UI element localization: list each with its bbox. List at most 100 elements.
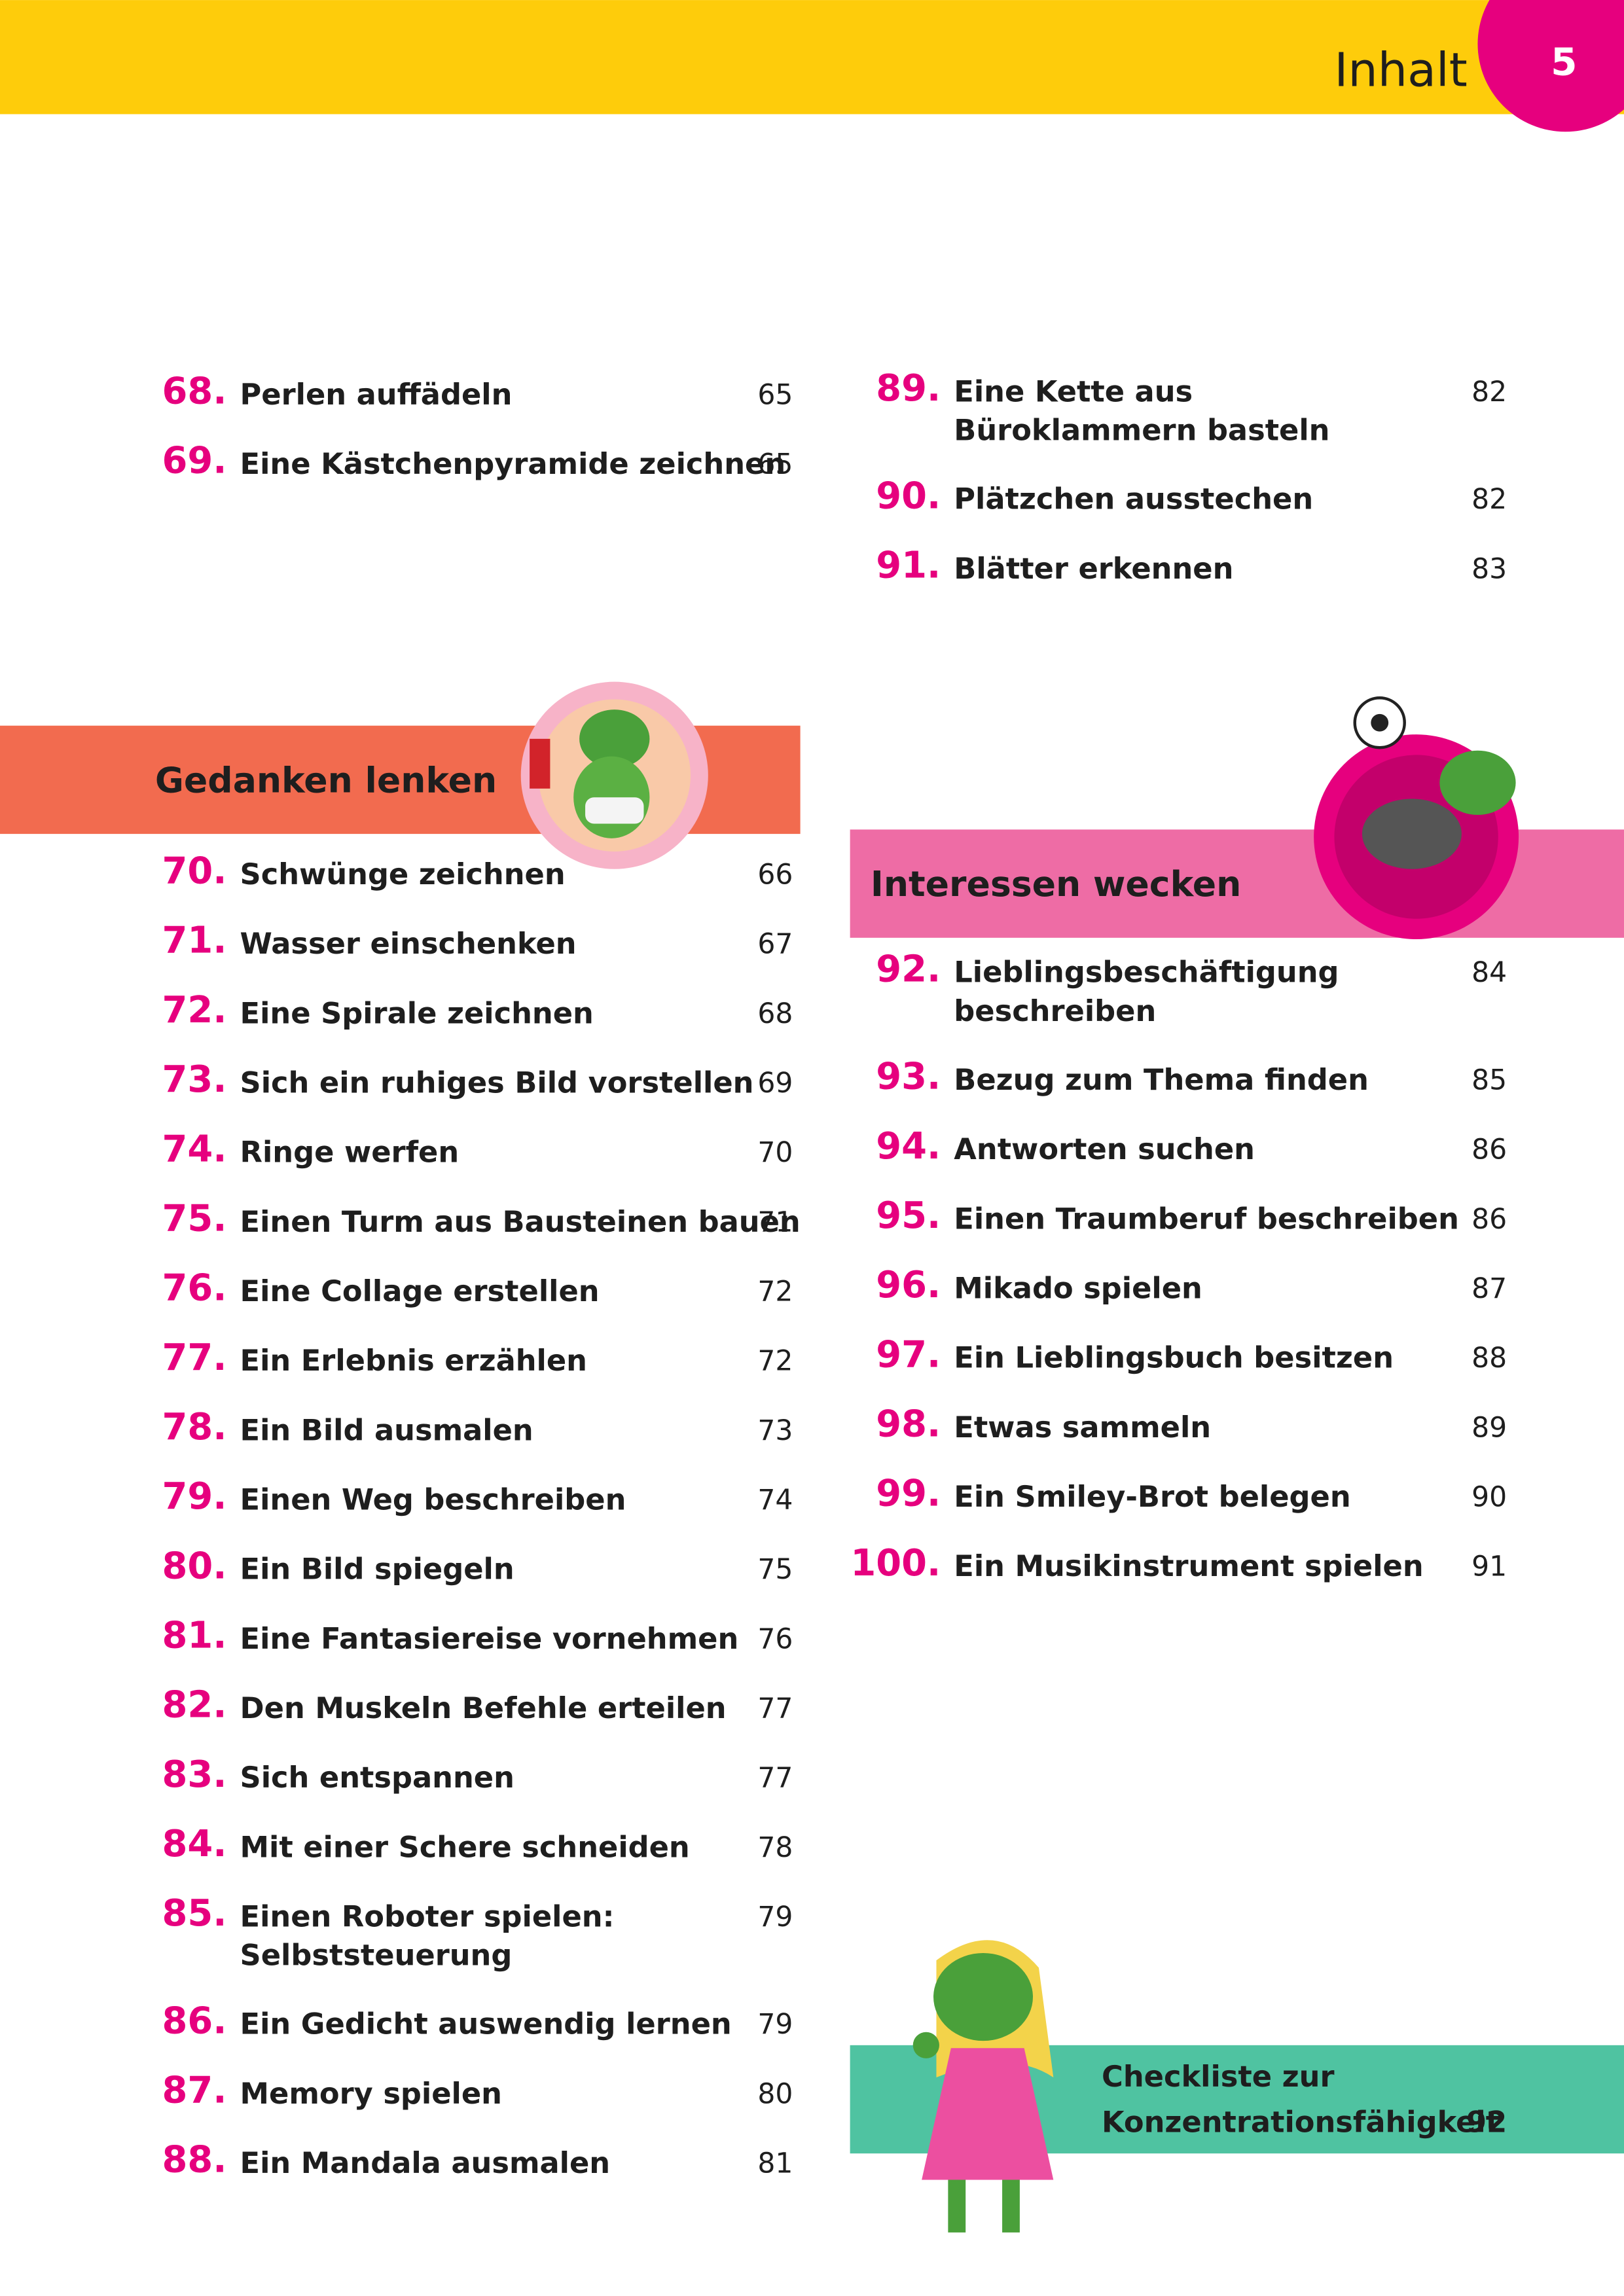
item-title: Mit einer Schere schneiden xyxy=(240,1830,690,1864)
item-title: Eine Collage erstellen xyxy=(240,1274,600,1308)
item-title: Etwas sammeln xyxy=(954,1410,1211,1444)
item-number: 78. xyxy=(162,1406,226,1448)
item-number: 76. xyxy=(162,1267,226,1310)
item-title: Wasser einschenken xyxy=(240,927,577,961)
item-title: Einen Roboter spielen: xyxy=(240,1899,615,1933)
item-page: 75 xyxy=(757,1554,793,1586)
item-page: 72 xyxy=(757,1276,793,1308)
item-number: 74. xyxy=(162,1128,226,1170)
header-bar xyxy=(0,0,1624,115)
item-title: Ein Smiley-Brot belegen xyxy=(954,1480,1350,1514)
item-number: 77. xyxy=(162,1336,226,1379)
item-title: Einen Traumberuf beschreiben xyxy=(954,1202,1459,1236)
checklist-page: 92 xyxy=(1466,2106,1507,2140)
item-page: 69 xyxy=(757,1067,793,1100)
item-number: 88. xyxy=(162,2139,226,2181)
item-title: Einen Weg beschreiben xyxy=(240,1482,626,1516)
item-page: 73 xyxy=(757,1415,793,1447)
item-number: 90. xyxy=(876,475,941,517)
item-page: 84 xyxy=(1471,957,1507,989)
item-title: Mikado spielen xyxy=(954,1271,1202,1305)
item-number: 83. xyxy=(162,1753,226,1796)
item-title: Perlen auffädeln xyxy=(240,378,513,412)
item-title: Büroklammern basteln xyxy=(954,414,1329,448)
item-page: 78 xyxy=(757,1832,793,1864)
item-page: 70 xyxy=(757,1137,793,1169)
item-number: 93. xyxy=(876,1056,941,1098)
item-page: 90 xyxy=(1471,1481,1507,1513)
item-number: 81. xyxy=(162,1614,226,1657)
item-number: 69. xyxy=(162,440,226,482)
item-title: Ein Bild ausmalen xyxy=(240,1413,533,1447)
item-page: 67 xyxy=(757,929,793,961)
item-title: Sich ein ruhiges Bild vorstellen xyxy=(240,1066,754,1100)
item-number: 75. xyxy=(162,1197,226,1240)
item-number: 92. xyxy=(876,948,941,990)
item-title: Ringe werfen xyxy=(240,1136,460,1170)
item-title: Lieblingsbeschäftigung xyxy=(954,956,1339,990)
item-number: 91. xyxy=(876,544,941,586)
item-title: Bezug zum Thema finden xyxy=(954,1063,1369,1097)
item-title: Ein Musikinstrument spielen xyxy=(954,1549,1423,1583)
item-page: 83 xyxy=(1471,553,1507,585)
item-number: 71. xyxy=(162,920,226,962)
item-page: 79 xyxy=(757,1901,793,1933)
item-page: 79 xyxy=(757,2009,793,2041)
item-number: 68. xyxy=(162,370,226,412)
item-page: 65 xyxy=(757,448,793,480)
item-number: 84. xyxy=(162,1823,226,1865)
item-number: 97. xyxy=(876,1333,941,1376)
item-page: 77 xyxy=(757,1763,793,1795)
item-title: Ein Mandala ausmalen xyxy=(240,2146,611,2180)
item-number: 86. xyxy=(162,2000,226,2042)
item-title: Sich entspannen xyxy=(240,1761,514,1795)
item-page: 82 xyxy=(1471,484,1507,516)
item-title: Eine Spirale zeichnen xyxy=(240,996,594,1030)
item-title: Memory spielen xyxy=(240,2077,502,2111)
item-page: 91 xyxy=(1471,1551,1507,1583)
item-number: 87. xyxy=(162,2070,226,2112)
header-title: Inhalt xyxy=(1334,43,1467,97)
item-title: Eine Fantasiereise vornehmen xyxy=(240,1622,739,1656)
item-number: 70. xyxy=(162,850,226,893)
item-number: 96. xyxy=(876,1264,941,1306)
item-number: 80. xyxy=(162,1545,226,1587)
item-title: Ein Gedicht auswendig lernen xyxy=(240,2007,732,2041)
item-number: 72. xyxy=(162,989,226,1031)
item-page: 81 xyxy=(757,2148,793,2180)
item-number: 99. xyxy=(876,1473,941,1515)
item-page: 82 xyxy=(1471,376,1507,408)
item-title: Den Muskeln Befehle erteilen xyxy=(240,1691,727,1725)
illustration xyxy=(520,681,708,869)
page-badge xyxy=(1477,0,1624,132)
illustration xyxy=(1314,696,1519,940)
item-page: 80 xyxy=(757,2078,793,2110)
item-page: 76 xyxy=(757,1623,793,1655)
checklist-line: Konzentrationsfähigkeit xyxy=(1102,2106,1500,2140)
item-number: 95. xyxy=(876,1194,941,1237)
item-title: Eine Kette aus xyxy=(954,374,1193,408)
item-page: 66 xyxy=(757,859,793,891)
item-page: 74 xyxy=(757,1484,793,1516)
item-page: 89 xyxy=(1471,1412,1507,1444)
item-page: 68 xyxy=(757,998,793,1030)
item-title: Blätter erkennen xyxy=(954,552,1233,586)
item-title: Plätzchen ausstechen xyxy=(954,482,1313,516)
item-number: 98. xyxy=(876,1403,941,1445)
item-title: Ein Erlebnis erzählen xyxy=(240,1344,587,1378)
item-page: 71 xyxy=(757,1206,793,1238)
page-number: 5 xyxy=(1551,40,1577,84)
item-number: 85. xyxy=(162,1892,226,1935)
section-heading: Gedanken lenken xyxy=(155,760,497,801)
item-page: 72 xyxy=(757,1346,793,1378)
item-number: 73. xyxy=(162,1058,226,1101)
item-page: 77 xyxy=(757,1693,793,1725)
item-number: 89. xyxy=(876,367,941,410)
checklist-line: Checkliste zur xyxy=(1102,2060,1334,2094)
item-title: beschreiben xyxy=(954,994,1156,1028)
item-title: Ein Lieblingsbuch besitzen xyxy=(954,1341,1394,1375)
item-page: 65 xyxy=(757,379,793,411)
illustration xyxy=(912,1940,1054,2233)
